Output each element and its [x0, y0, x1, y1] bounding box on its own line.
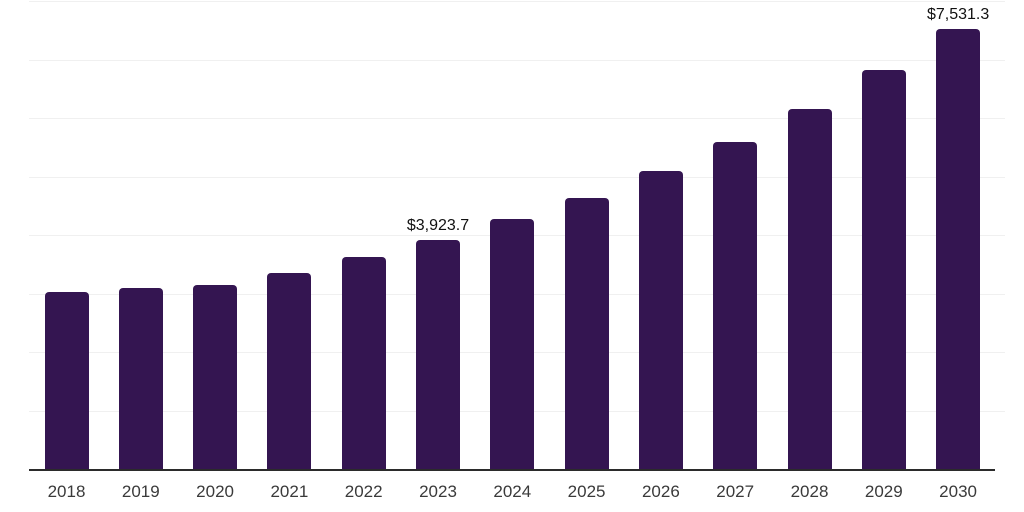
x-tick-label-2018: 2018 — [47, 482, 86, 501]
gridline — [29, 1, 1005, 2]
x-tick-label-2019: 2019 — [121, 482, 160, 501]
bar-2025 — [564, 198, 609, 470]
x-tick-label-2023: 2023 — [419, 482, 457, 501]
gridline — [29, 118, 1005, 119]
bar-2018 — [44, 292, 89, 470]
bar-2026 — [638, 171, 683, 470]
x-tick-label-2029: 2029 — [864, 482, 903, 501]
x-tick-label-2030: 2030 — [939, 482, 978, 501]
bar-2024 — [490, 219, 535, 470]
bar-2030 — [936, 29, 981, 470]
bar-2019 — [118, 288, 163, 470]
x-tick-label-2025: 2025 — [567, 482, 606, 501]
x-tick-label-2026: 2026 — [641, 482, 680, 501]
bar-2023 — [416, 240, 460, 470]
bar-2022 — [341, 257, 386, 470]
x-tick-label-2027: 2027 — [716, 482, 755, 501]
x-tick-label-2024: 2024 — [493, 482, 532, 501]
bar-2029 — [861, 70, 906, 470]
bar-2021 — [267, 273, 312, 470]
x-tick-label-2021: 2021 — [270, 482, 309, 501]
gridline — [29, 59, 1005, 61]
bar-2020 — [193, 285, 238, 470]
bar-2027 — [713, 142, 758, 470]
value-label-2023: $3,923.7 — [406, 217, 470, 234]
x-tick-label-2022: 2022 — [344, 482, 383, 501]
x-axis-line — [29, 469, 995, 471]
value-label-2030: $7,531.3 — [926, 6, 990, 23]
gridline — [29, 176, 1005, 178]
x-tick-label-2020: 2020 — [196, 482, 235, 501]
x-tick-label-2028: 2028 — [790, 482, 829, 501]
bar-2028 — [787, 109, 832, 470]
